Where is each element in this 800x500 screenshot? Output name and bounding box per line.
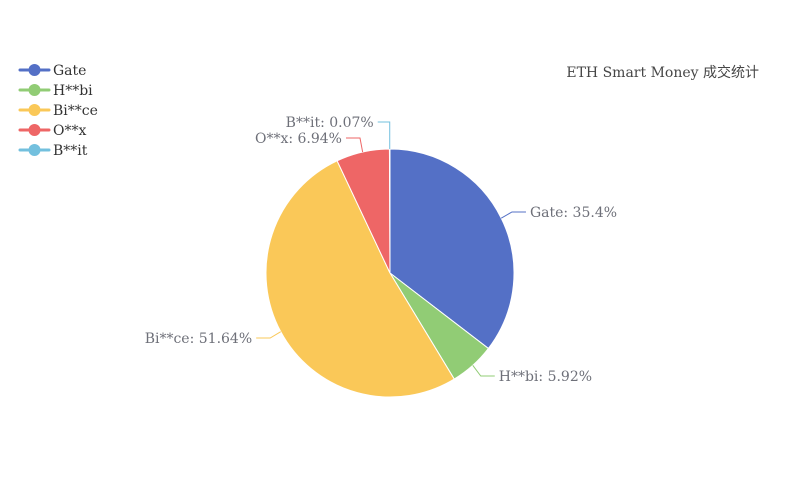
legend-marker-hbi (28, 84, 41, 96)
legend-marker-gate (28, 64, 41, 76)
pie-slice-bit[interactable] (388, 148, 391, 274)
slice-label-hbi: H**bi: 5.92% (499, 369, 592, 385)
legend-label-bit: B**it (53, 143, 88, 159)
legend-label-ox: O**x (53, 123, 86, 139)
legend-marker-ox (28, 124, 41, 136)
legend-label-bice: Bi**ce (53, 103, 98, 119)
legend-item-hbi[interactable]: H**bi (18, 83, 93, 99)
slice-labels: Gate: 35.4% H**bi: 5.92% Bi**ce: 51.64% O**… (145, 115, 617, 385)
slice-label-gate: Gate: 35.4% (530, 205, 617, 221)
chart-title: ETH Smart Money 成交统计 (566, 64, 759, 81)
legend-item-bice[interactable]: Bi**ce (18, 103, 98, 119)
legend-label-gate: Gate (53, 63, 86, 79)
legend-item-bit[interactable]: B**it (18, 143, 88, 159)
legend-marker-bit (28, 144, 41, 156)
slice-label-bit: B**it: 0.07% (286, 115, 374, 131)
leader-line-gate (500, 211, 526, 219)
legend-marker-bice (28, 104, 41, 116)
leader-line-bit (377, 121, 391, 149)
leader-line-hbi (472, 365, 495, 377)
pie-slices (265, 148, 515, 398)
slice-label-ox: O**x: 6.94% (255, 131, 342, 147)
legend[interactable]: Gate H**bi Bi**ce O**x B**it (18, 63, 98, 159)
legend-label-hbi: H**bi (53, 83, 93, 99)
legend-item-gate[interactable]: Gate (18, 63, 86, 79)
leader-line-ox (345, 137, 364, 153)
slice-label-bice: Bi**ce: 51.64% (145, 331, 252, 347)
leader-line-bice (256, 331, 281, 339)
legend-item-ox[interactable]: O**x (18, 123, 86, 139)
